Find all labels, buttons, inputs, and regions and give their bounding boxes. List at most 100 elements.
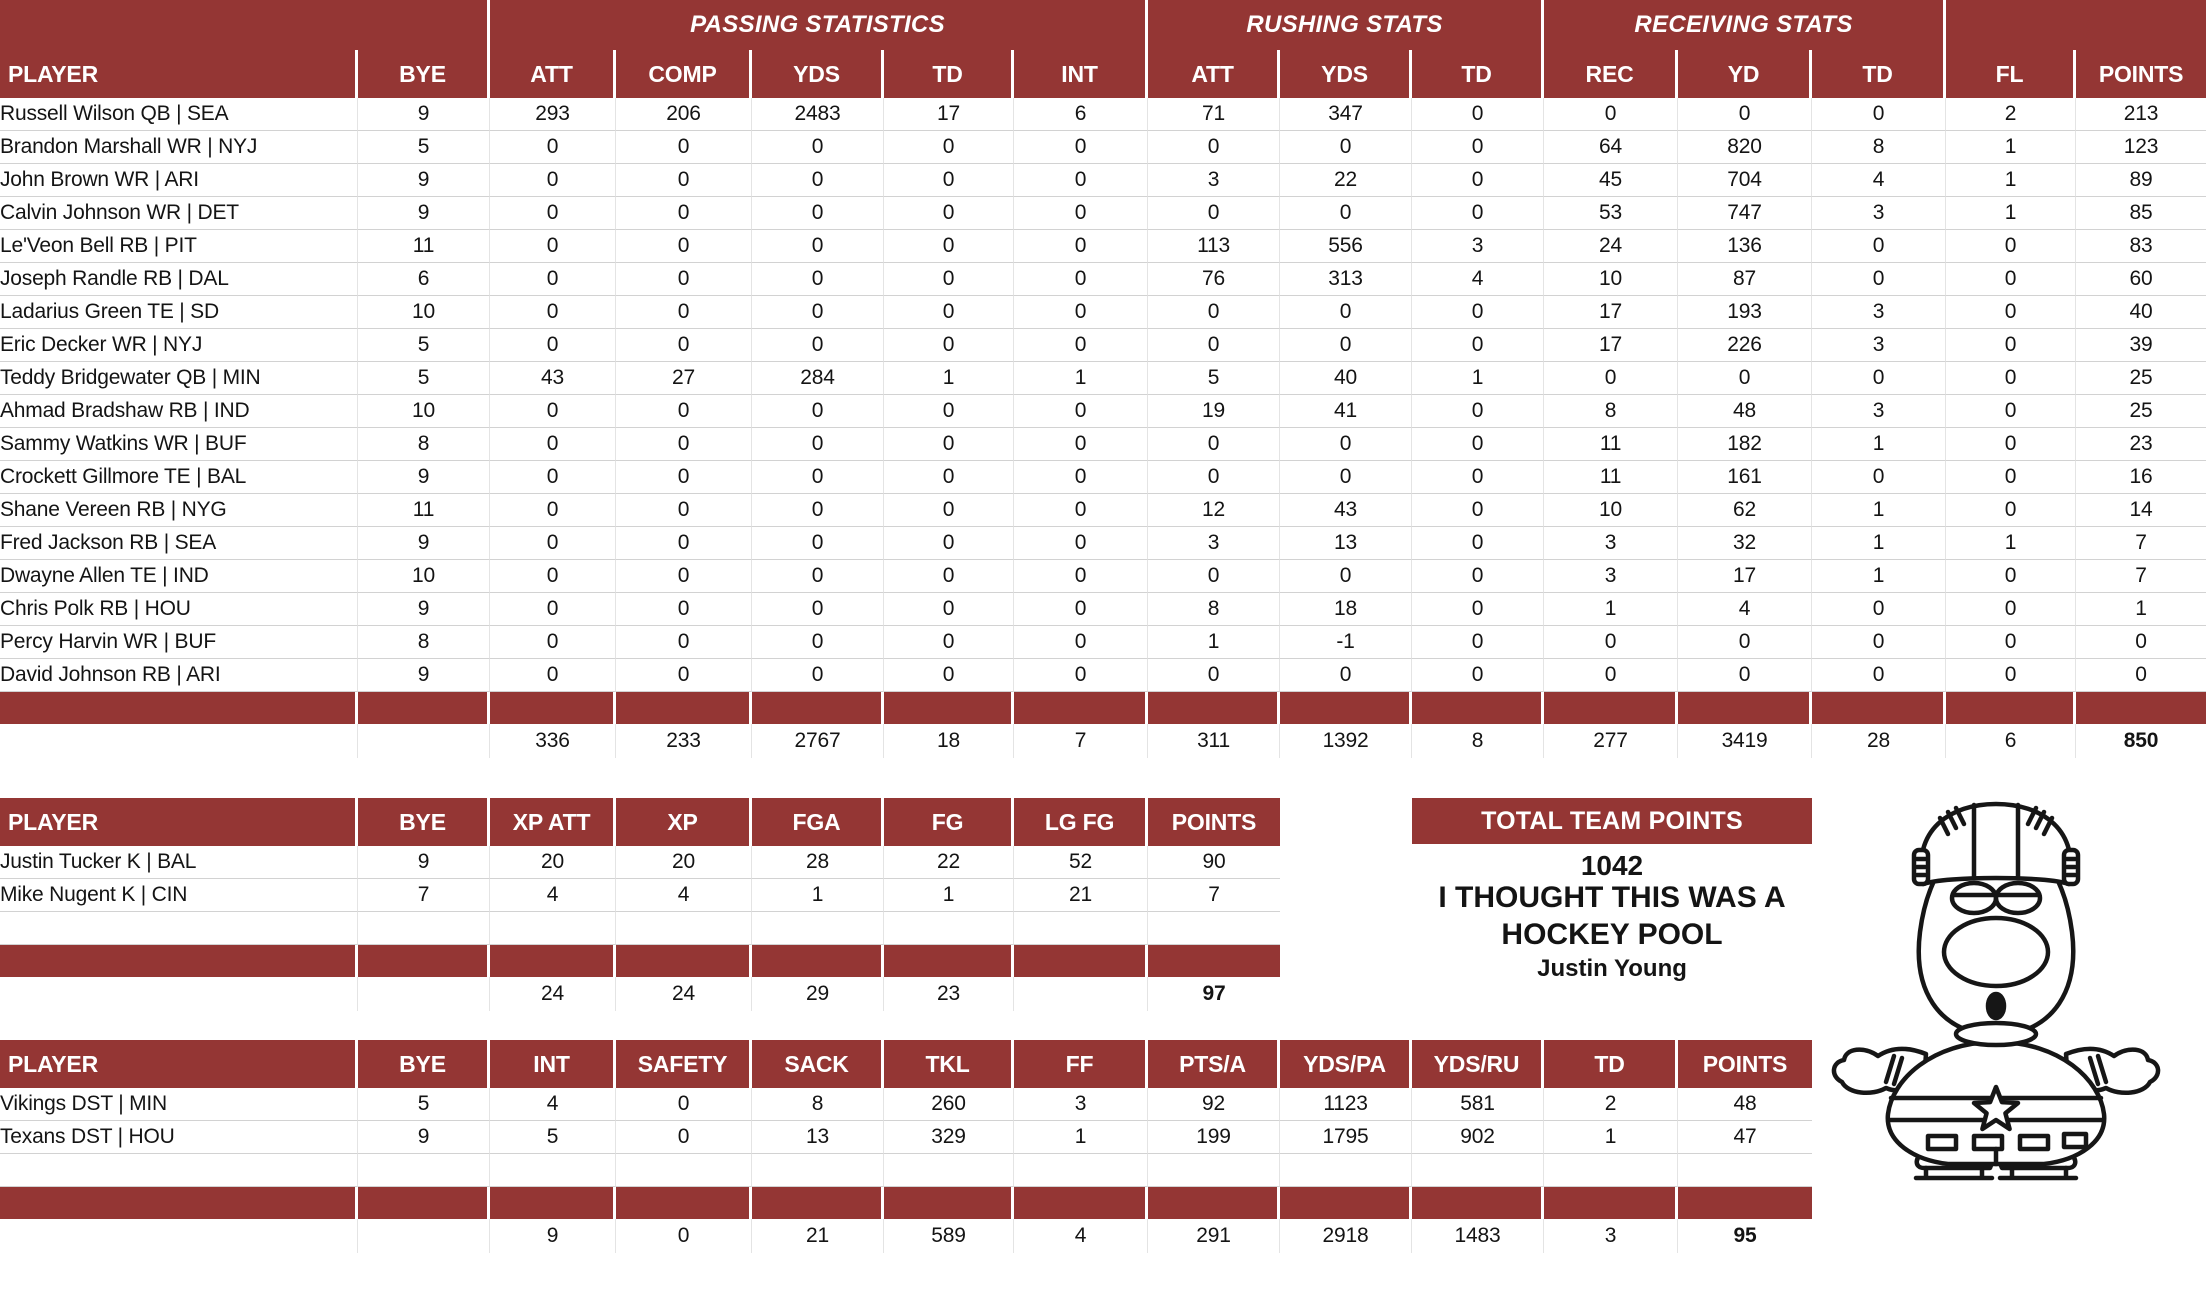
- total-cell: 24: [490, 977, 616, 1011]
- total-cell: 277: [1544, 724, 1679, 758]
- stat-cell: 0: [1946, 593, 2077, 626]
- stat-cell: 0: [1280, 329, 1413, 362]
- stat-cell: 20: [616, 846, 752, 879]
- stat-cell: 0: [616, 395, 752, 428]
- player-name: Ladarius Green TE | SD: [0, 296, 358, 329]
- stat-cell: 0: [1014, 131, 1149, 164]
- stat-cell: 90: [1148, 846, 1280, 879]
- player-row: Fred Jackson RB | SEA 9 0 0 0 0 0 3 13 0 3 32 1 1 7: [0, 527, 2206, 560]
- stat-cell: 3: [1148, 164, 1281, 197]
- stat-cell: 0: [884, 230, 1014, 263]
- separator-cell: [1014, 692, 1149, 724]
- separator-cell: [616, 1187, 752, 1219]
- col-header-td: TD: [1812, 50, 1947, 98]
- stat-cell: 0: [616, 428, 752, 461]
- stat-cell: 0: [1280, 659, 1413, 692]
- empty-cell: [490, 912, 616, 945]
- separator-row: [0, 692, 2206, 724]
- stat-cell: 0: [884, 527, 1014, 560]
- separator-cell: [490, 1187, 616, 1219]
- empty-cell: [358, 912, 490, 945]
- stat-cell: 39: [2076, 329, 2206, 362]
- total-cell: 18: [884, 724, 1014, 758]
- player-row: Chris Polk RB | HOU 9 0 0 0 0 0 8 18 0 1 4 0 0 1: [0, 593, 2206, 626]
- skater-table-header-row: PLAYER BYE ATT COMP YDS TD INT ATT YDS TD REC YD TD F…: [0, 50, 2206, 98]
- stat-cell: 0: [490, 197, 616, 230]
- stat-cell: 3: [1148, 527, 1281, 560]
- player-row: Teddy Bridgewater QB | MIN 5 43 27 284 1 1 5 40 1…: [0, 362, 2206, 395]
- stat-cell: 41: [1280, 395, 1413, 428]
- stat-cell: 7: [1148, 879, 1280, 912]
- empty-cell: [616, 912, 752, 945]
- stat-cell: 6: [1014, 98, 1149, 131]
- stat-cell: 0: [884, 659, 1014, 692]
- stat-cell: 1: [1544, 593, 1679, 626]
- total-cell: 291: [1148, 1219, 1280, 1253]
- total-cell: [358, 724, 490, 758]
- stat-cell: 11: [358, 230, 490, 263]
- stat-cell: 0: [616, 527, 752, 560]
- stat-cell: 3: [1812, 395, 1947, 428]
- stat-cell: 0: [490, 461, 616, 494]
- stat-cell: 1: [752, 879, 884, 912]
- stat-cell: 0: [616, 593, 752, 626]
- stat-cell: 0: [752, 164, 884, 197]
- stat-cell: 45: [1544, 164, 1679, 197]
- stat-cell: 0: [616, 263, 752, 296]
- empty-cell: [884, 1154, 1014, 1187]
- group-header-rushing-stats: RUSHING STATS: [1148, 0, 1545, 50]
- empty-cell: [1678, 1154, 1812, 1187]
- skater-table-group-header-row: PASSING STATISTICS RUSHING STATS RECEIVING…: [0, 0, 2206, 50]
- stat-cell: 10: [358, 560, 490, 593]
- stat-cell: 6: [358, 263, 490, 296]
- total-cell: 2918: [1280, 1219, 1412, 1253]
- total-cell: 8: [1412, 724, 1545, 758]
- empty-row: [0, 912, 1280, 945]
- stat-cell: 8: [1148, 593, 1281, 626]
- total-team-points-value: 1042: [1580, 850, 1644, 881]
- col-header-sack: SACK: [752, 1040, 884, 1088]
- stat-cell: 11: [1544, 428, 1679, 461]
- stat-cell: 0: [1412, 494, 1545, 527]
- stat-cell: 0: [884, 263, 1014, 296]
- col-header-td: TD: [1544, 1040, 1678, 1088]
- player-row: Brandon Marshall WR | NYJ 5 0 0 0 0 0 0 0 0 64 820 8…: [0, 131, 2206, 164]
- stat-cell: -1: [1280, 626, 1413, 659]
- stat-cell: 20: [490, 846, 616, 879]
- stat-cell: 5: [358, 1088, 490, 1121]
- chin: [1953, 1020, 2039, 1048]
- stat-cell: 0: [1946, 329, 2077, 362]
- hockey-player-illustration: [1831, 801, 2161, 1181]
- stat-cell: 0: [1812, 98, 1947, 131]
- stat-cell: 0: [1148, 329, 1281, 362]
- separator-cell: [1544, 692, 1679, 724]
- stat-cell: 1: [1412, 362, 1545, 395]
- stat-cell: 0: [1148, 560, 1281, 593]
- stat-cell: 0: [616, 296, 752, 329]
- stat-cell: 0: [752, 494, 884, 527]
- col-header-bye: BYE: [358, 1040, 490, 1088]
- player-row: Dwayne Allen TE | IND 10 0 0 0 0 0 0 0 0 3 17 1 0 7: [0, 560, 2206, 593]
- stat-cell: 76: [1148, 263, 1281, 296]
- stat-cell: 53: [1544, 197, 1679, 230]
- stat-cell: 0: [884, 494, 1014, 527]
- total-cell: 6: [1946, 724, 2077, 758]
- stat-cell: 13: [752, 1121, 884, 1154]
- dst-table-header-row: PLAYER BYE INT SAFETY SACK TKL FF PTS/A YDS/PA YD…: [0, 1040, 1812, 1088]
- total-cell: 28: [1812, 724, 1947, 758]
- stat-cell: 0: [616, 1088, 752, 1121]
- stat-cell: 17: [1544, 329, 1679, 362]
- total-cell: [0, 977, 358, 1011]
- stat-cell: 9: [358, 846, 490, 879]
- empty-cell: [616, 1154, 752, 1187]
- stat-cell: 0: [752, 461, 884, 494]
- stat-cell: 0: [1148, 131, 1281, 164]
- left-eye: [1949, 880, 1999, 916]
- stat-cell: 0: [752, 527, 884, 560]
- stat-cell: 3: [1812, 329, 1947, 362]
- player-name: Chris Polk RB | HOU: [0, 593, 358, 626]
- stat-cell: 0: [490, 263, 616, 296]
- stat-cell: 0: [752, 296, 884, 329]
- stat-cell: 0: [752, 560, 884, 593]
- stat-cell: 0: [1014, 560, 1149, 593]
